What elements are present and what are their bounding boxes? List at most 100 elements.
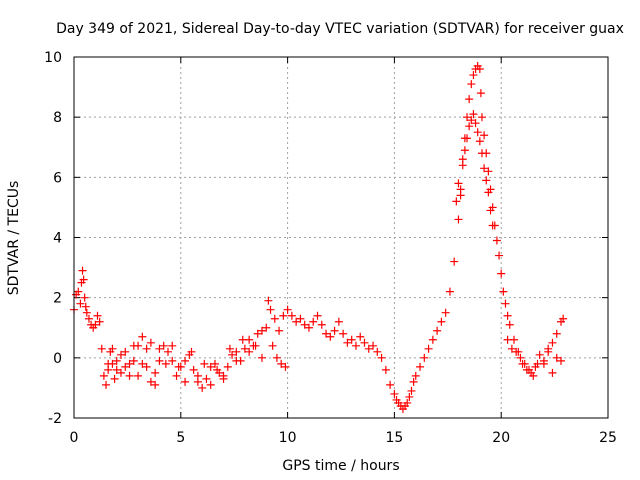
y-tick-label: 10 bbox=[44, 50, 62, 66]
data-point bbox=[78, 266, 87, 275]
data-point bbox=[121, 347, 130, 356]
data-point bbox=[292, 317, 301, 326]
data-point bbox=[79, 275, 88, 284]
data-point bbox=[469, 71, 478, 80]
data-point bbox=[313, 311, 322, 320]
data-point bbox=[369, 341, 378, 350]
data-point bbox=[95, 317, 104, 326]
data-point bbox=[245, 347, 254, 356]
data-point bbox=[548, 338, 557, 347]
data-point bbox=[339, 329, 348, 338]
data-point bbox=[174, 362, 183, 371]
data-point bbox=[505, 320, 514, 329]
data-point bbox=[257, 353, 266, 362]
data-point bbox=[277, 359, 286, 368]
data-point bbox=[473, 128, 482, 137]
data-point bbox=[262, 323, 271, 332]
data-point bbox=[97, 344, 106, 353]
data-point bbox=[189, 365, 198, 374]
y-tick-label: 4 bbox=[53, 231, 62, 247]
data-point bbox=[454, 215, 463, 224]
data-point bbox=[125, 359, 134, 368]
data-point bbox=[264, 296, 273, 305]
data-point bbox=[81, 302, 90, 311]
data-point bbox=[228, 350, 237, 359]
x-tick-label: 25 bbox=[599, 430, 617, 446]
data-point bbox=[240, 344, 249, 353]
data-point bbox=[334, 317, 343, 326]
data-point bbox=[445, 287, 454, 296]
data-point bbox=[198, 383, 207, 392]
data-point bbox=[373, 347, 382, 356]
data-point bbox=[146, 377, 155, 386]
data-point bbox=[181, 377, 190, 386]
data-point bbox=[151, 380, 160, 389]
data-point bbox=[469, 110, 478, 119]
data-point bbox=[381, 365, 390, 374]
data-point bbox=[452, 197, 461, 206]
data-point bbox=[110, 374, 119, 383]
data-point bbox=[516, 353, 525, 362]
data-point bbox=[482, 176, 491, 185]
plot-frame bbox=[73, 56, 609, 419]
data-point bbox=[322, 329, 331, 338]
data-point bbox=[82, 308, 91, 317]
data-point bbox=[257, 326, 266, 335]
x-tick-label: 0 bbox=[70, 430, 79, 446]
data-point bbox=[360, 338, 369, 347]
data-point bbox=[91, 320, 100, 329]
data-point bbox=[161, 359, 170, 368]
data-point bbox=[172, 371, 181, 380]
data-points bbox=[70, 62, 568, 413]
data-point bbox=[283, 305, 292, 314]
data-point bbox=[253, 329, 262, 338]
data-point bbox=[102, 380, 111, 389]
data-point bbox=[121, 362, 130, 371]
data-point bbox=[520, 359, 529, 368]
data-point bbox=[484, 188, 493, 197]
data-point bbox=[407, 386, 416, 395]
x-tick-label: 20 bbox=[492, 430, 510, 446]
data-point bbox=[386, 380, 395, 389]
data-point bbox=[138, 332, 147, 341]
x-tick-label: 5 bbox=[176, 430, 185, 446]
data-point bbox=[287, 311, 296, 320]
data-point bbox=[409, 377, 418, 386]
data-point bbox=[181, 356, 190, 365]
data-point bbox=[268, 341, 277, 350]
data-point bbox=[168, 356, 177, 365]
data-point bbox=[544, 347, 553, 356]
data-point bbox=[416, 362, 425, 371]
data-point bbox=[524, 365, 533, 374]
data-point bbox=[552, 329, 561, 338]
data-point bbox=[529, 371, 538, 380]
chart-title: Day 349 of 2021, Sidereal Day-to-day VTE… bbox=[56, 21, 624, 37]
data-point bbox=[503, 311, 512, 320]
tick-labels: 0 5 10 15 20 25 -2 0 2 4 6 8 10 bbox=[44, 50, 617, 446]
data-point bbox=[463, 134, 472, 143]
data-point bbox=[232, 356, 241, 365]
data-point bbox=[467, 116, 476, 125]
data-point bbox=[116, 368, 125, 377]
data-point bbox=[552, 353, 561, 362]
data-point bbox=[471, 119, 480, 128]
data-point bbox=[488, 221, 497, 230]
data-point bbox=[213, 365, 222, 374]
data-point bbox=[343, 338, 352, 347]
data-point bbox=[477, 113, 486, 122]
data-point bbox=[437, 317, 446, 326]
data-point bbox=[454, 179, 463, 188]
data-point bbox=[304, 323, 313, 332]
data-point bbox=[467, 80, 476, 89]
x-tick-label: 10 bbox=[279, 430, 297, 446]
data-point bbox=[364, 344, 373, 353]
data-point bbox=[411, 371, 420, 380]
data-point bbox=[347, 335, 356, 344]
data-point bbox=[193, 371, 202, 380]
data-point bbox=[507, 344, 516, 353]
data-point bbox=[480, 131, 489, 140]
data-point bbox=[155, 344, 164, 353]
data-point bbox=[356, 332, 365, 341]
data-point bbox=[441, 308, 450, 317]
